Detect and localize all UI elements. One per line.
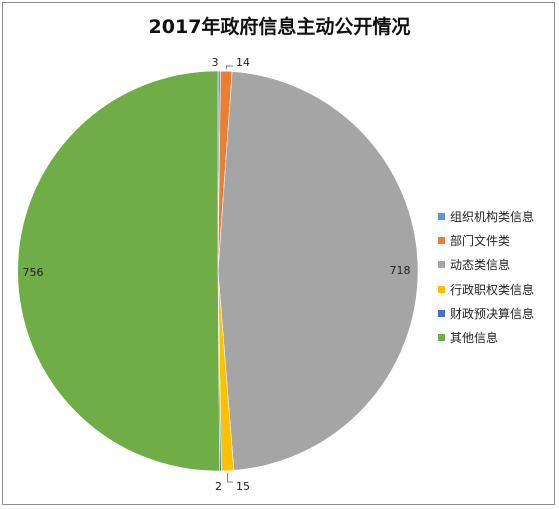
legend-swatch-4: [438, 309, 445, 317]
legend-swatch-2: [438, 261, 445, 269]
legend-label-2: 动态类信息: [450, 258, 511, 273]
legend-item-0: 组织机构类信息: [438, 204, 558, 228]
pie-slice-2: [217, 71, 419, 471]
legend-label-5: 其他信息: [450, 331, 499, 346]
legend-swatch-3: [438, 285, 445, 293]
data-label-3: 15: [236, 480, 250, 493]
data-label-4: 2: [215, 480, 222, 493]
legend-swatch-0: [438, 212, 445, 220]
leader-line-1: [225, 65, 233, 70]
legend-item-4: 财政预决算信息: [438, 301, 558, 325]
data-label-1: 14: [236, 56, 250, 69]
legend-label-3: 行政职权类信息: [450, 282, 535, 297]
data-label-2: 718: [390, 264, 411, 277]
chart-title: 2017年政府信息主动公开情况: [148, 16, 411, 38]
legend-item-1: 部门文件类: [438, 228, 558, 252]
legend: 组织机构类信息 部门文件类 动态类信息 行政职权类信息 财政预决算信息 其他信息: [438, 204, 558, 350]
legend-label-1: 部门文件类: [450, 233, 511, 248]
pie-slice-5: [17, 70, 220, 472]
legend-label-0: 组织机构类信息: [450, 209, 535, 224]
leader-line-3: [227, 472, 233, 483]
legend-label-4: 财政预决算信息: [450, 306, 535, 321]
data-label-5: 756: [23, 266, 44, 279]
legend-item-3: 行政职权类信息: [438, 277, 558, 301]
legend-swatch-1: [438, 236, 445, 244]
legend-swatch-5: [438, 334, 445, 342]
legend-item-2: 动态类信息: [438, 253, 558, 277]
data-label-0: 3: [212, 56, 219, 69]
legend-item-5: 其他信息: [438, 325, 558, 349]
